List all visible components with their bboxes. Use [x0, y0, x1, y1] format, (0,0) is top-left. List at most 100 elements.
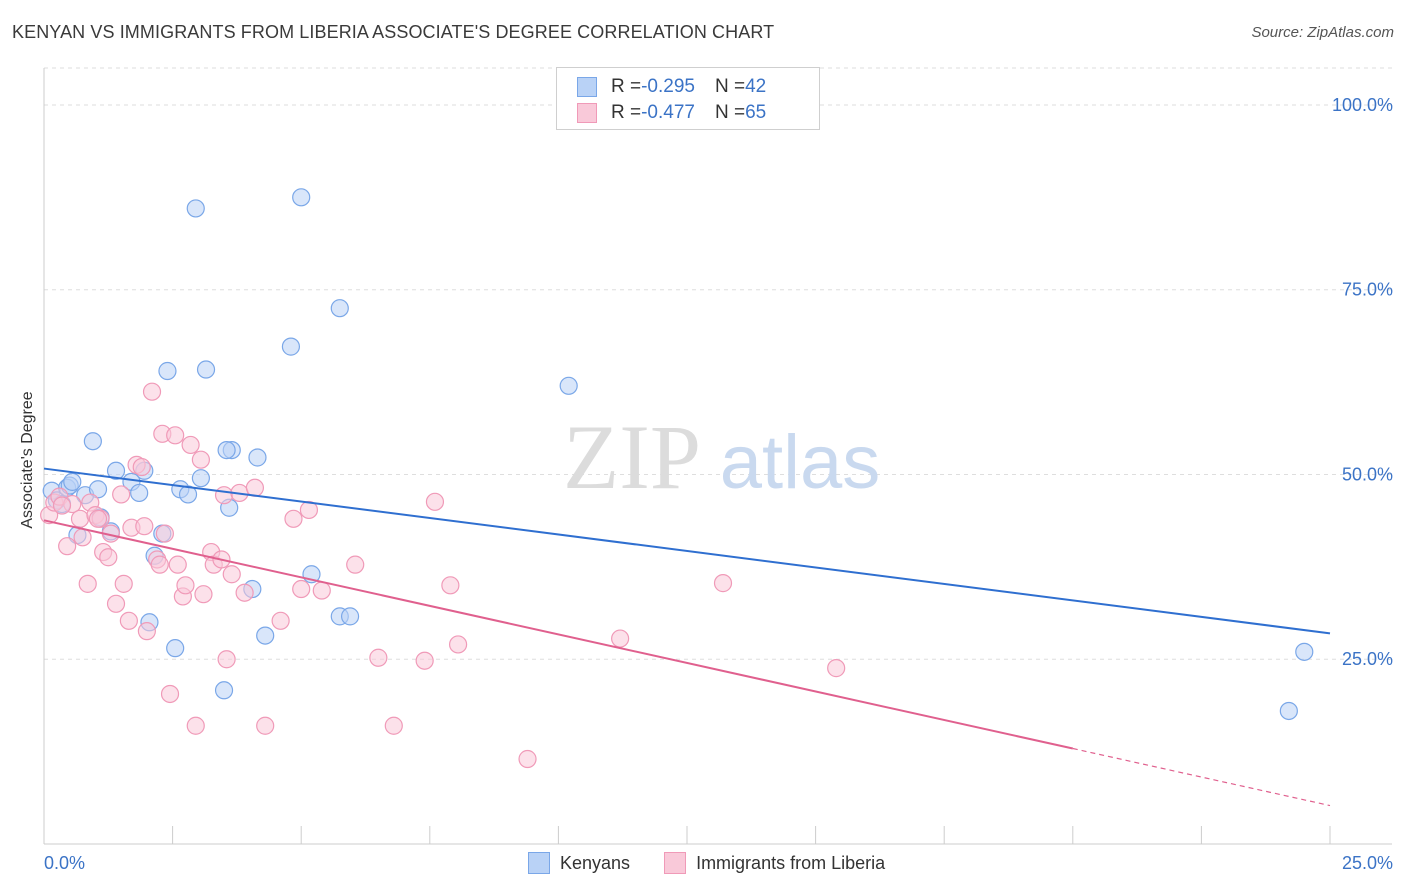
legend-swatch-kenyans — [528, 852, 550, 874]
liberia-point — [346, 555, 365, 574]
liberia-point — [168, 555, 187, 574]
stats-row-kenyans: R = -0.295 N = 42 — [577, 76, 766, 98]
data-points — [40, 188, 1314, 769]
liberia-point — [235, 583, 254, 602]
trend-lines — [43, 467, 1331, 807]
y-tick-label: 75.0% — [1342, 280, 1393, 300]
liberia-point — [150, 555, 169, 574]
stats-n-label: N = — [714, 102, 746, 123]
liberia-point — [713, 574, 733, 593]
liberia-point — [217, 650, 236, 669]
kenyans-point — [178, 485, 198, 504]
kenyans-point — [214, 681, 234, 700]
legend-item-kenyans[interactable]: Kenyans — [528, 852, 630, 874]
kenyans-point — [256, 626, 275, 645]
liberia-point — [425, 492, 445, 511]
liberia-point — [369, 648, 388, 667]
liberia-point — [222, 565, 241, 584]
liberia-point — [194, 585, 213, 604]
kenyans-point — [340, 607, 360, 626]
liberia-point — [114, 574, 133, 593]
kenyans-point — [248, 448, 267, 467]
y-tick-label: 25.0% — [1342, 649, 1393, 669]
legend-swatch-liberia — [664, 852, 687, 874]
liberia-point — [176, 576, 195, 595]
legend-label-kenyans: Kenyans — [560, 852, 631, 873]
liberia-point — [119, 611, 138, 630]
liberia-trend-line — [43, 519, 1074, 750]
axes — [43, 68, 1392, 845]
liberia-point — [88, 509, 108, 528]
kenyans-point — [186, 199, 205, 218]
liberia-point — [245, 478, 265, 497]
stats-box: R = -0.295 N = 42 R = -0.477 N = 65 — [556, 67, 820, 130]
liberia-point — [112, 485, 131, 504]
kenyans-point — [1295, 642, 1314, 661]
stats-n-value: 65 — [745, 102, 767, 123]
stats-r-value: -0.295 — [641, 76, 695, 97]
liberia-point — [299, 500, 319, 520]
liberia-point — [214, 486, 234, 505]
stats-row-liberia: R = -0.477 N = 65 — [577, 102, 766, 124]
kenyans-point — [83, 432, 102, 451]
liberia-point — [132, 457, 151, 477]
liberia-point — [271, 611, 290, 630]
kenyans-point — [158, 361, 177, 381]
liberia-trend-line-extension — [1072, 747, 1331, 807]
kenyans-point — [1279, 701, 1298, 721]
stats-n-label: N = — [714, 76, 746, 97]
liberia-point — [384, 716, 403, 735]
legend: Kenyans Immigrants from Liberia — [528, 852, 919, 874]
kenyans-point — [559, 376, 578, 395]
liberia-point — [312, 581, 331, 600]
liberia-point — [611, 629, 630, 648]
liberia-point — [166, 426, 185, 445]
stats-r-label: R = — [611, 102, 642, 123]
liberia-point — [142, 382, 162, 401]
kenyans-point — [130, 483, 149, 503]
kenyans-point — [63, 472, 82, 491]
y-tick-label: 50.0% — [1342, 464, 1393, 484]
liberia-point — [135, 517, 154, 536]
liberia-point — [292, 579, 311, 599]
chart-title: KENYAN VS IMMIGRANTS FROM LIBERIA ASSOCI… — [12, 22, 775, 42]
grid-lines — [44, 67, 1392, 660]
tick-labels: 25.0% 50.0% 75.0% 100.0% 0.0% 25.0% — [44, 95, 1393, 873]
liberia-point — [70, 509, 90, 528]
liberia-point — [827, 659, 846, 678]
x-tick-label: 0.0% — [44, 853, 85, 873]
liberia-point — [186, 716, 205, 735]
stats-swatch-liberia — [577, 103, 597, 123]
liberia-point — [99, 548, 118, 567]
stats-r-label: R = — [611, 76, 642, 97]
liberia-point — [441, 576, 460, 595]
liberia-point — [415, 651, 434, 670]
kenyans-point — [292, 188, 311, 207]
x-tick-label: 25.0% — [1342, 853, 1393, 873]
kenyans-point — [196, 360, 216, 379]
y-tick-label: 100.0% — [1332, 95, 1393, 115]
kenyans-point — [191, 469, 210, 488]
watermark-zip: ZIP — [563, 406, 701, 508]
liberia-point — [284, 509, 303, 528]
stats-r-value: -0.477 — [641, 102, 695, 123]
watermark-atlas: atlas — [720, 420, 881, 505]
kenyans-point — [106, 461, 126, 480]
liberia-point — [191, 450, 210, 469]
legend-label-liberia: Immigrants from Liberia — [696, 852, 886, 873]
liberia-point — [58, 537, 77, 556]
liberia-point — [137, 622, 156, 641]
stats-n-value: 42 — [745, 76, 767, 97]
liberia-point — [160, 684, 180, 704]
kenyans-point — [330, 299, 349, 318]
kenyans-point — [166, 639, 185, 658]
legend-item-liberia[interactable]: Immigrants from Liberia — [664, 852, 885, 874]
liberia-point — [78, 574, 97, 593]
liberia-point — [52, 496, 72, 515]
liberia-point — [155, 524, 174, 543]
kenyans-trend-line — [43, 467, 1331, 635]
watermark: ZIP atlas — [563, 406, 880, 508]
liberia-point — [518, 749, 537, 769]
kenyans-point — [217, 440, 236, 460]
